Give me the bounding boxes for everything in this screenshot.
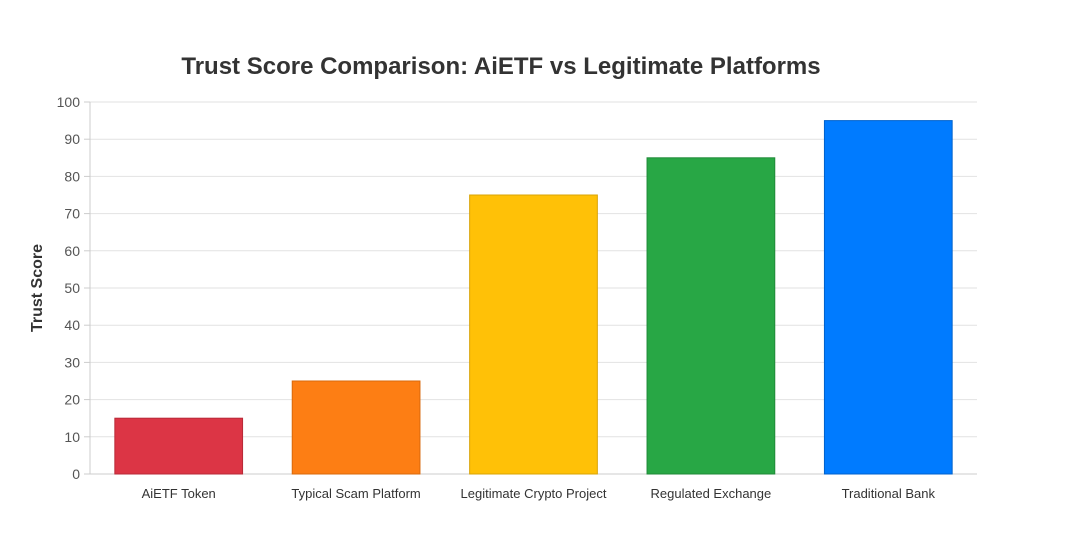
y-tick-label: 100 — [57, 94, 81, 110]
bar-typical-scam-platform — [291, 380, 421, 475]
x-tick-label: AiETF Token — [142, 486, 216, 501]
bar-regulated-exchange — [646, 157, 776, 475]
chart-title: Trust Score Comparison: AiETF vs Legitim… — [181, 53, 820, 80]
y-tick-label: 90 — [64, 131, 80, 147]
y-tick-label: 0 — [72, 466, 80, 482]
y-tick-label: 70 — [64, 206, 80, 222]
x-tick-label: Legitimate Crypto Project — [461, 486, 607, 501]
y-tick-label: 40 — [64, 317, 80, 333]
bar-traditional-bank — [823, 120, 953, 475]
x-tick-label: Typical Scam Platform — [291, 486, 420, 501]
x-tick-label: Traditional Bank — [842, 486, 936, 501]
y-tick-label: 80 — [64, 168, 80, 184]
x-tick-label: Regulated Exchange — [651, 486, 772, 501]
y-axis-label: Trust Score — [29, 244, 46, 332]
y-tick-label: 30 — [64, 354, 80, 370]
y-tick-label: 10 — [64, 429, 80, 445]
bar-aietf-token — [114, 417, 244, 475]
y-tick-label: 50 — [64, 280, 80, 296]
bar-legitimate-crypto-project — [469, 194, 598, 475]
y-tick-label: 60 — [64, 243, 80, 259]
y-tick-label: 20 — [64, 392, 80, 408]
